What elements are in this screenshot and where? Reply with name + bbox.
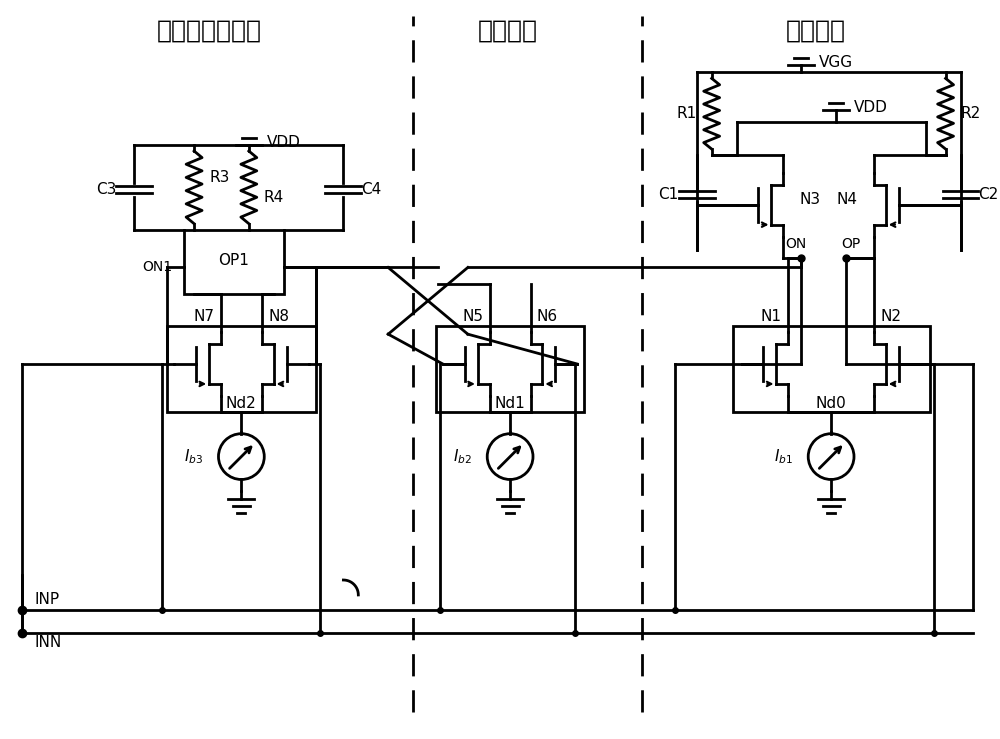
Text: R3: R3 — [209, 170, 229, 185]
Text: N4: N4 — [837, 192, 858, 208]
Text: 主放大器: 主放大器 — [786, 18, 846, 43]
Text: $I_{b1}$: $I_{b1}$ — [774, 447, 793, 466]
Text: $I_{b3}$: $I_{b3}$ — [184, 447, 204, 466]
Text: R1: R1 — [676, 106, 697, 121]
Text: N1: N1 — [761, 309, 782, 324]
Text: C1: C1 — [659, 187, 679, 202]
Text: ON1: ON1 — [142, 260, 172, 274]
Text: VGG: VGG — [819, 55, 853, 70]
Text: ON: ON — [786, 236, 807, 251]
Text: N5: N5 — [462, 309, 483, 324]
Text: N8: N8 — [268, 309, 289, 324]
Bar — [733, 326, 930, 412]
Text: Nd0: Nd0 — [816, 396, 846, 412]
Text: C4: C4 — [361, 183, 382, 197]
Text: C2: C2 — [978, 187, 999, 202]
Text: 辅放大器: 辅放大器 — [478, 18, 538, 43]
Bar — [184, 230, 284, 294]
Text: N3: N3 — [799, 192, 820, 208]
Text: R2: R2 — [961, 106, 981, 121]
Text: VDD: VDD — [267, 134, 301, 149]
Bar — [436, 326, 584, 412]
Text: N2: N2 — [880, 309, 901, 324]
Text: R4: R4 — [264, 190, 284, 205]
Text: VDD: VDD — [854, 100, 888, 115]
Text: OP: OP — [841, 236, 861, 251]
Text: C3: C3 — [96, 183, 116, 197]
Text: $I_{b2}$: $I_{b2}$ — [453, 447, 472, 466]
Text: INP: INP — [35, 593, 60, 607]
Text: Nd2: Nd2 — [226, 396, 257, 412]
Text: N6: N6 — [537, 309, 558, 324]
Text: OP1: OP1 — [218, 253, 249, 268]
Text: 低通滤波放大器: 低通滤波放大器 — [157, 18, 262, 43]
Text: INN: INN — [35, 636, 62, 650]
Text: N7: N7 — [194, 309, 215, 324]
Text: Nd1: Nd1 — [495, 396, 525, 412]
Bar — [167, 326, 316, 412]
